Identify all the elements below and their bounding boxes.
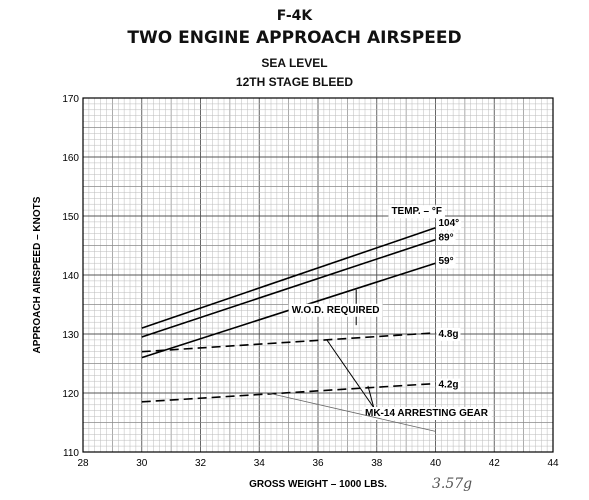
- x-tick-label: 28: [77, 458, 89, 469]
- handwritten-note: 3.57g: [432, 476, 472, 492]
- series-label: 104°: [439, 218, 460, 229]
- axis-ticks: 28 30 32 34 36 38 40 42 44 110 120 130 140 150 160 170: [62, 94, 559, 469]
- chart-series: 104° 89° 59° 4.8g 4.2g: [141, 216, 462, 403]
- wod-label: W.O.D. REQUIRED: [292, 305, 380, 316]
- x-tick-label: 30: [136, 458, 148, 469]
- x-tick-label: 44: [547, 458, 559, 469]
- stray-pencil-line: [267, 392, 436, 432]
- x-tick-label: 42: [489, 458, 501, 469]
- series-label: 89°: [439, 233, 454, 244]
- series-line-104: [141, 227, 436, 329]
- series-label: 4.8g: [439, 329, 459, 340]
- series-label-background: [436, 216, 462, 230]
- y-axis-label: APPROACH AIRSPEED – KNOTS: [32, 196, 43, 353]
- y-tick-label: 170: [62, 94, 79, 105]
- y-tick-label: 150: [62, 212, 79, 223]
- x-axis-label: GROSS WEIGHT – 1000 LBS.: [249, 479, 387, 490]
- x-tick-label: 32: [195, 458, 207, 469]
- series-label: 4.2g: [439, 380, 459, 391]
- series-line-59: [141, 262, 436, 359]
- series-label-background: [436, 378, 461, 392]
- chart-subtitle-line1: SEA LEVEL: [261, 56, 328, 70]
- series-line-89: [141, 238, 436, 338]
- series-line-4.8g: [141, 332, 436, 353]
- plot-frame: [82, 97, 554, 453]
- chart-title-line1: F-4K: [276, 8, 313, 24]
- y-tick-label: 140: [62, 271, 79, 282]
- x-tick-label: 36: [312, 458, 324, 469]
- plot-border: [82, 97, 554, 453]
- arresting-gear-leader-1: [326, 339, 375, 409]
- series-label: 59°: [439, 256, 454, 267]
- y-tick-label: 130: [62, 330, 79, 341]
- y-tick-label: 160: [62, 153, 79, 164]
- chart-annotations: W.O.D. REQUIRED MK-14 ARRESTING GEAR TEM…: [267, 205, 492, 492]
- x-tick-label: 34: [254, 458, 266, 469]
- y-tick-label: 120: [62, 389, 79, 400]
- arresting-gear-label-background: [362, 407, 492, 421]
- chart-grid: [82, 97, 554, 453]
- series-label-background: [436, 327, 461, 341]
- x-tick-label: 38: [371, 458, 383, 469]
- x-tick-label: 40: [430, 458, 442, 469]
- series-label-background: [436, 231, 456, 245]
- legend-title: TEMP. – °F: [391, 206, 442, 217]
- chart-title-line2: TWO ENGINE APPROACH AIRSPEED: [127, 28, 462, 48]
- series-label-background: [436, 255, 456, 269]
- chart-subtitle-line2: 12TH STAGE BLEED: [235, 75, 354, 89]
- arresting-gear-leader-2: [367, 385, 375, 408]
- wod-label-background: [288, 303, 383, 317]
- arresting-gear-label: MK-14 ARRESTING GEAR: [365, 408, 489, 419]
- series-line-4.2g: [141, 382, 436, 403]
- legend-title-background: [388, 205, 445, 219]
- y-tick-label: 110: [63, 448, 79, 459]
